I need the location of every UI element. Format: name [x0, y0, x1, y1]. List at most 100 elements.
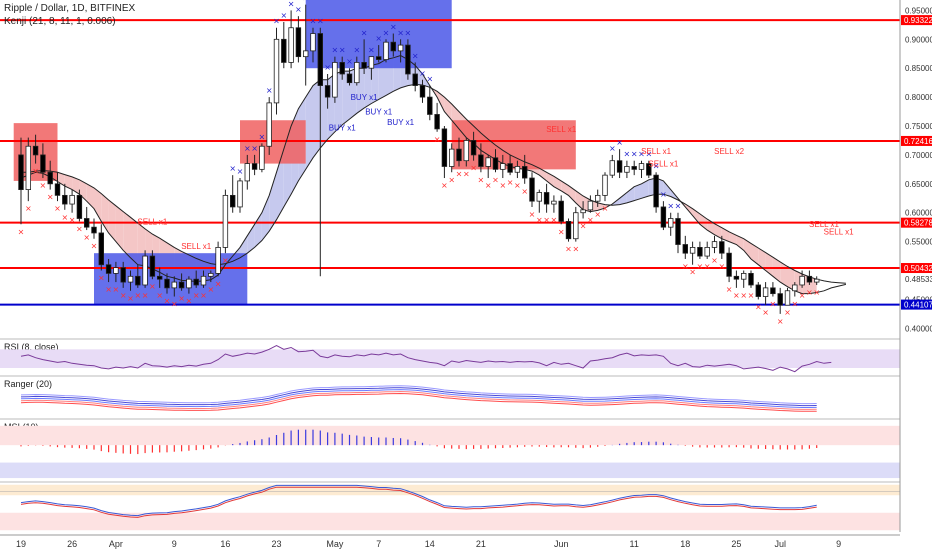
rsi-band: [0, 349, 900, 368]
buy-marker: ×: [295, 5, 302, 14]
signal-annotation: SELL x1: [824, 228, 854, 237]
level-price-badge: [901, 15, 932, 26]
candle-body: [40, 154, 46, 173]
candle-body: [573, 212, 579, 240]
time-tick-label: May: [326, 539, 344, 549]
candle-body: [631, 166, 637, 170]
sell-marker: ×: [682, 262, 689, 271]
buy-marker: ×: [419, 69, 426, 78]
candle-body: [551, 200, 557, 205]
candle-body: [361, 62, 367, 69]
price-panel[interactable]: ××××××× ×××××× ×× × × ×××× ×× ×× ××××× ×× ××××××××…: [0, 0, 932, 326]
buy-marker: ×: [317, 17, 324, 26]
cloud-segment: [57, 172, 65, 187]
candle-body: [62, 194, 68, 205]
price-tick-label: 0.55000: [905, 238, 932, 247]
candle-body: [602, 174, 608, 196]
candle-body: [770, 287, 776, 295]
buy-marker: ×: [675, 202, 682, 211]
buy-marker: ×: [229, 164, 236, 173]
candle-body: [609, 160, 615, 176]
candle-body: [653, 174, 659, 208]
price-axis[interactable]: 0.95000 0.90000 0.85000 0.80000 0.75000 0.700…: [899, 0, 932, 550]
cloud-segment: [261, 195, 270, 241]
candle-body: [368, 56, 375, 69]
sell-marker: ×: [762, 308, 769, 317]
ranger-line: [20, 392, 817, 412]
time-tick-label: 23: [271, 539, 281, 549]
candle-body: [784, 290, 791, 306]
signal-annotation: SELL x1: [648, 159, 678, 168]
candle-body: [434, 114, 440, 130]
sell-marker: ×: [587, 216, 594, 225]
candle-body: [638, 163, 645, 170]
candle-body: [332, 62, 338, 98]
candle-body: [266, 102, 272, 147]
candle-body: [646, 163, 652, 176]
price-tick-label: 0.60000: [905, 209, 932, 218]
sell-marker: ×: [777, 317, 784, 326]
sell-marker: ×: [98, 274, 105, 283]
candle-body: [762, 287, 769, 297]
ma-fast-line: [20, 54, 847, 295]
candle-body: [251, 163, 258, 170]
candle-body: [514, 166, 521, 173]
buy-marker: ×: [405, 28, 412, 37]
candle-body: [492, 157, 499, 170]
sell-marker: ×: [704, 262, 711, 271]
price-tick-label: 0.65000: [905, 180, 932, 189]
sell-marker: ×: [813, 288, 820, 297]
time-axis[interactable]: 19 26 Apr 9 16 23 May 7 14 21 Jun 11 18 25 Jul 9: [0, 534, 900, 549]
sell-marker: ×: [791, 300, 798, 309]
buy-marker: ×: [288, 0, 295, 8]
level-price-label: 0.58278: [904, 219, 932, 228]
cloud-segment: [378, 59, 386, 100]
price-tick-label: 0.80000: [905, 93, 932, 102]
sell-marker: ×: [134, 291, 141, 300]
last-price-label: 0.48533: [905, 275, 932, 284]
sell-marker: ×: [463, 169, 470, 178]
sell-marker: ×: [799, 291, 806, 300]
cloud-segment: [342, 71, 350, 125]
signal-annotation: BUY x1: [329, 124, 357, 133]
candle-body: [295, 27, 302, 58]
sell-marker: ×: [784, 308, 791, 317]
candle-body: [178, 281, 185, 289]
candle-body: [799, 275, 805, 286]
sell-marker: ×: [215, 279, 222, 288]
sell-marker: ×: [543, 216, 550, 225]
candle-body: [84, 218, 90, 228]
time-tick-label: 14: [425, 539, 435, 549]
sell-marker: ×: [142, 291, 149, 300]
sell-marker: ×: [193, 291, 200, 300]
sell-marker: ×: [207, 285, 214, 294]
sell-marker: ×: [485, 181, 492, 190]
candle-body: [565, 220, 572, 240]
candle-body: [456, 148, 462, 162]
cloud-segment: [772, 257, 781, 283]
cloud-segment: [313, 79, 321, 158]
level-price-label: 0.93322: [904, 16, 932, 25]
cloud-segment: [575, 190, 584, 210]
buy-marker: ×: [426, 75, 433, 84]
candle-body: [660, 206, 667, 228]
candle-body: [193, 278, 199, 286]
sell-marker: ×: [222, 256, 229, 265]
cloud-segment: [130, 217, 138, 265]
candle-body: [54, 183, 61, 196]
signal-annotation: SELL x1: [641, 147, 671, 156]
buy-marker: ×: [616, 138, 623, 147]
candle-body: [478, 154, 484, 167]
buy-marker: ×: [383, 28, 390, 37]
sell-marker: ×: [711, 256, 718, 265]
ma-slow-line: [21, 83, 846, 284]
candle-body: [668, 218, 674, 228]
sell-marker: ×: [594, 210, 601, 219]
candle-body: [135, 275, 141, 286]
candle-body: [105, 264, 112, 274]
sell-marker: ×: [514, 181, 521, 190]
ranger-line: [20, 389, 817, 408]
time-tick-label: 18: [680, 539, 690, 549]
buy-marker: ×: [259, 132, 266, 141]
